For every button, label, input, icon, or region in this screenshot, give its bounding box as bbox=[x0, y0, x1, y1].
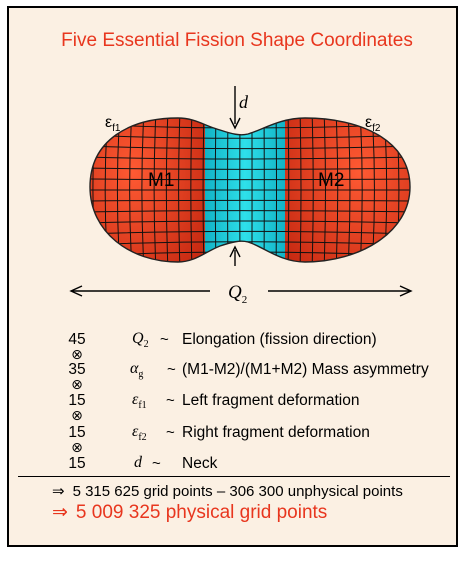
coordinate-description: Elongation (fission direction) bbox=[182, 331, 377, 348]
figure-title: Five Essential Fission Shape Coordinates bbox=[61, 30, 413, 51]
neck-arrowhead-bottom bbox=[229, 245, 241, 258]
coordinate-description: (M1-M2)/(M1+M2) Mass asymmetry bbox=[182, 361, 429, 378]
product-symbol: ⊗ bbox=[71, 439, 83, 455]
implies-icon: ⇒ bbox=[52, 483, 65, 500]
coordinate-symbol: d bbox=[134, 454, 142, 471]
tilde-symbol: ~ bbox=[160, 331, 169, 348]
tilde-symbol: ~ bbox=[167, 361, 176, 378]
mesh-latitude bbox=[90, 134, 410, 139]
mesh-latitude bbox=[90, 199, 410, 202]
label-eps-f1: εf1 bbox=[105, 114, 121, 135]
label-m1: M1 bbox=[148, 170, 175, 191]
product-symbol: ⊗ bbox=[71, 407, 83, 423]
mesh-latitude bbox=[90, 145, 410, 150]
figure-frame bbox=[7, 6, 458, 547]
coordinate-count: 35 bbox=[68, 361, 86, 378]
product-symbol: ⊗ bbox=[71, 376, 83, 392]
mesh-latitude bbox=[90, 230, 410, 235]
coordinate-count: 15 bbox=[68, 424, 86, 441]
coordinate-count: 15 bbox=[68, 455, 86, 472]
neck-arrowhead-top bbox=[229, 117, 241, 130]
mesh-latitude bbox=[90, 210, 410, 213]
mesh-latitude bbox=[90, 178, 410, 181]
summary-divider bbox=[18, 476, 450, 477]
tilde-symbol: ~ bbox=[166, 392, 175, 409]
implies-icon: ⇒ bbox=[52, 502, 68, 523]
elongation-arrowhead-left bbox=[69, 285, 83, 297]
mesh-latitude bbox=[90, 220, 410, 224]
label-neck-d: d bbox=[239, 92, 248, 112]
coordinate-symbol: εf2 bbox=[132, 423, 147, 444]
tilde-symbol: ~ bbox=[152, 455, 161, 472]
mesh-latitude bbox=[90, 167, 410, 170]
elongation-arrowhead-right bbox=[399, 285, 413, 297]
product-symbol: ⊗ bbox=[71, 346, 83, 362]
coordinate-symbol: εf1 bbox=[132, 391, 147, 412]
coordinate-symbol: αg bbox=[130, 360, 144, 381]
coordinate-description: Neck bbox=[182, 455, 218, 472]
coordinate-description: Right fragment deformation bbox=[182, 424, 370, 441]
nucleus-body bbox=[90, 118, 410, 262]
tilde-symbol: ~ bbox=[166, 424, 175, 441]
label-q2: Q2 bbox=[228, 282, 248, 306]
summary-grid-points: ⇒ 5 315 625 grid points – 306 300 unphysi… bbox=[52, 483, 403, 500]
coordinate-symbol: Q2 bbox=[132, 330, 149, 351]
summary-physical-points: ⇒ 5 009 325 physical grid points bbox=[52, 502, 328, 523]
mesh-latitude bbox=[90, 156, 410, 160]
label-m2: M2 bbox=[318, 170, 345, 191]
coordinate-description: Left fragment deformation bbox=[182, 392, 360, 409]
coordinate-count: 45 bbox=[68, 331, 86, 348]
label-eps-f2: εf2 bbox=[365, 114, 381, 135]
coordinate-count: 15 bbox=[68, 392, 86, 409]
